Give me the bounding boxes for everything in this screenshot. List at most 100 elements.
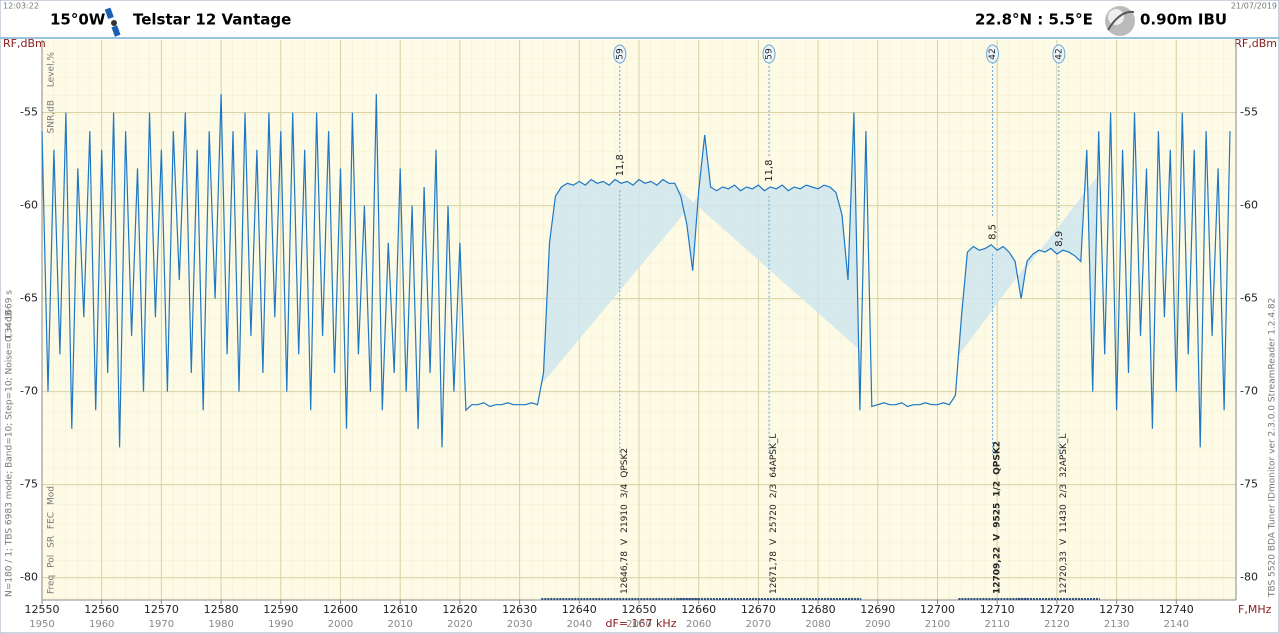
carrier-pol: V (769, 538, 779, 545)
if-tick-label: 2060 (686, 619, 711, 630)
x-tick-label: 12740 (1159, 603, 1194, 616)
if-tick-label: 2000 (328, 619, 353, 630)
orbital-position: 15°0W (50, 11, 106, 29)
carrier-mod: QPSK2 (619, 448, 629, 478)
if-tick-label: 2010 (387, 619, 412, 630)
level-marker (986, 44, 1000, 64)
if-tick-label: 2090 (865, 619, 890, 630)
time: 12:03:22 (3, 2, 39, 11)
y-tick-label: -65 (20, 292, 38, 305)
x-tick-label: 12650 (622, 603, 657, 616)
if-tick-label: 1950 (29, 619, 54, 630)
spectrum-trace (41, 93, 1231, 448)
if-tick-label: 2050 (626, 619, 651, 630)
carrier-fec: 3/4 (619, 483, 629, 498)
x-tick-label: 12570 (144, 603, 179, 616)
level-value: 59 (615, 48, 625, 60)
level-marker (762, 44, 776, 64)
carrier-info: 12720,33 V 11430 2/3 32APSK_L (1058, 434, 1068, 594)
y-tick-label-right: -80 (1240, 571, 1258, 584)
y-tick-label: -75 (20, 478, 38, 491)
x-tick-label: 12710 (980, 603, 1015, 616)
software-label: TBS 5520 BDA Tuner IDmonitor ver 2.3.0.0… (1268, 298, 1278, 598)
x-tick-label: 12560 (84, 603, 119, 616)
level-value: 42 (988, 48, 998, 59)
x-tick-label: 12550 (25, 603, 60, 616)
x-tick-label: 12610 (383, 603, 418, 616)
y-tick-label-right: -55 (1240, 106, 1258, 119)
if-tick-label: 1960 (89, 619, 114, 630)
x-tick-label: 12600 (323, 603, 358, 616)
satellite-icon (104, 7, 121, 37)
if-tick-label: 2110 (984, 619, 1009, 630)
x-tick-label: 12730 (1099, 603, 1134, 616)
carrier-fec: 2/3 (1058, 484, 1068, 498)
carrier-info: 12709,22 V 9525 1/2 QPSK2 (992, 441, 1002, 594)
carrier-sr: 21910 (619, 504, 629, 533)
carrier-fec: 2/3 (769, 484, 779, 498)
if-tick-label: 2030 (507, 619, 532, 630)
resolution: dF= 167 kHz (606, 617, 677, 630)
level-value: 42 (1054, 48, 1064, 59)
y-axis-label-right: RF,dBm (1234, 37, 1277, 50)
carrier-freq: 12646,78 (619, 551, 629, 594)
y-tick-label: -70 (20, 385, 38, 398)
snr-value: 8,5 (988, 224, 999, 240)
antenna: 0.90m IBU (1140, 11, 1227, 29)
x-tick-label: 12620 (442, 603, 477, 616)
y-axis-label: RF,dBm (3, 37, 46, 50)
y-tick-label: -60 (20, 199, 38, 212)
snr-label: SNR,dB (47, 100, 57, 133)
carrier-freq: 12671,78 (769, 551, 779, 594)
y-tick-label-right: -60 (1240, 199, 1258, 212)
x-tick-label: 12640 (562, 603, 597, 616)
satellite-name: Telstar 12 Vantage (133, 11, 291, 29)
if-tick-label: 2020 (447, 619, 472, 630)
if-tick-label: 2120 (1044, 619, 1069, 630)
snr-value: 8,9 (1054, 231, 1065, 247)
if-tick-label: 2070 (746, 619, 771, 630)
carrier-mod: QPSK2 (992, 441, 1002, 475)
time-label: T = 1669 s (5, 290, 15, 341)
if-tick-label: 1990 (268, 619, 293, 630)
carrier-sr: 25720 (769, 504, 779, 533)
globe-icon (1105, 6, 1135, 36)
y-tick-label-right: -75 (1240, 478, 1258, 491)
location: 22.8°N : 5.5°E (975, 11, 1093, 29)
if-tick-label: 2130 (1104, 619, 1129, 630)
carrier-info: 12671,78 V 25720 2/3 64APSK_L (769, 434, 779, 594)
carrier-fill (958, 244, 1027, 356)
carrier-pol: V (1058, 538, 1068, 545)
y-tick-label: -80 (20, 571, 38, 584)
if-tick-label: 2100 (925, 619, 950, 630)
if-tick-label: 1970 (149, 619, 174, 630)
carrier-pol: V (619, 538, 629, 545)
x-tick-label: 12630 (502, 603, 537, 616)
grid (41, 40, 1236, 600)
carrier-mod: 64APSK_L (769, 434, 779, 478)
snr-value: 11,8 (615, 154, 626, 176)
if-tick-label: 2080 (805, 619, 830, 630)
if-tick-label: 2140 (1164, 619, 1189, 630)
carrier-info: 12646,78 V 21910 3/4 QPSK2 (619, 448, 629, 594)
x-tick-label: 12690 (860, 603, 895, 616)
y-tick-label: -55 (20, 106, 38, 119)
x-axis-label: F,MHz (1238, 603, 1272, 616)
columns-label: Freq Pol SR FEC Mod (47, 486, 57, 594)
y-tick-label-right: -65 (1240, 292, 1258, 305)
carrier-freq: 12720,33 (1058, 551, 1068, 594)
x-tick-label: 12670 (741, 603, 776, 616)
x-tick-label: 12590 (263, 603, 298, 616)
x-tick-label: 12720 (1039, 603, 1074, 616)
carrier-sr: 11430 (1058, 504, 1068, 533)
level-value: 59 (765, 48, 775, 60)
if-tick-label: 2040 (567, 619, 592, 630)
x-tick-label: 12660 (681, 603, 716, 616)
x-tick-label: 12700 (920, 603, 955, 616)
snr-value: 11,8 (764, 160, 775, 182)
carrier-sr: 9525 (992, 503, 1002, 528)
setup-label: N=180 / 1; TBS 6983 mode; Band=10; Step=… (5, 310, 15, 597)
x-tick-label: 12680 (801, 603, 836, 616)
carrier-freq: 12709,22 (992, 547, 1002, 594)
